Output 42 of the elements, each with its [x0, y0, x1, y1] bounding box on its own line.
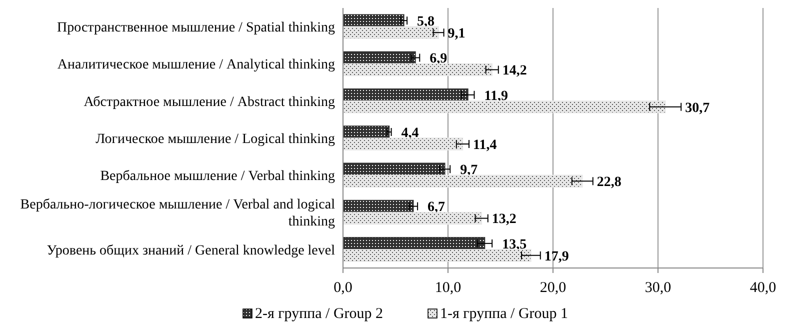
- data-label: 4,4: [401, 126, 419, 141]
- bar: [342, 138, 464, 150]
- bar: [342, 212, 482, 225]
- bar: [342, 100, 666, 114]
- data-label: 13,5: [502, 237, 527, 252]
- y-tick-label: Пространственное мышление / Spatial thinking: [57, 20, 335, 36]
- bar: [342, 26, 439, 39]
- data-label: 30,7: [685, 100, 710, 116]
- legend-label: 1-я группа / Group 1: [440, 306, 568, 322]
- x-tick-label: 20,0: [540, 280, 566, 296]
- bar: [342, 237, 486, 250]
- x-tick-label: 30,0: [644, 280, 672, 296]
- x-tick-label: 10,0: [434, 280, 462, 296]
- y-tick-label: Аналитическое мышление / Analytical thinking: [57, 58, 335, 73]
- bar: [342, 200, 414, 213]
- y-tick-label: Логическое мышление / Logical thinking: [96, 132, 335, 147]
- bar: [342, 14, 404, 27]
- data-label: 5,8: [417, 14, 435, 30]
- data-label: 11,9: [484, 88, 508, 104]
- x-tick-label: 40,0: [750, 280, 776, 296]
- y-tick-label: Уровень общих знаний / General knowledge level: [46, 243, 336, 258]
- data-label: 13,2: [492, 212, 516, 228]
- bar: [342, 162, 446, 176]
- legend-label: 2-я группа / Group 2: [255, 306, 384, 322]
- y-tick-label: Абстрактное мышление / Abstract thinking: [84, 94, 335, 110]
- bar: [342, 174, 583, 188]
- y-tick-label: Вербальное мышление / Verbal thinking: [100, 169, 335, 184]
- data-label: 17,9: [544, 249, 569, 264]
- data-label: 9,7: [460, 163, 478, 178]
- data-label: 22,8: [596, 175, 622, 190]
- y-tick-label: Вербально-логическое мышление / Verbal and logical thinking: [20, 198, 336, 230]
- bar: [342, 63, 492, 76]
- bar: [342, 249, 532, 262]
- data-label: 6,9: [430, 52, 448, 67]
- bar: [342, 51, 416, 64]
- x-tick-label: 0,0: [334, 280, 352, 296]
- bar: [342, 126, 390, 138]
- data-label: 14,2: [502, 64, 527, 79]
- data-label: 9,1: [448, 26, 466, 42]
- data-label: 6,7: [428, 200, 446, 216]
- data-label: 11,4: [473, 138, 497, 153]
- bar: [342, 88, 468, 102]
